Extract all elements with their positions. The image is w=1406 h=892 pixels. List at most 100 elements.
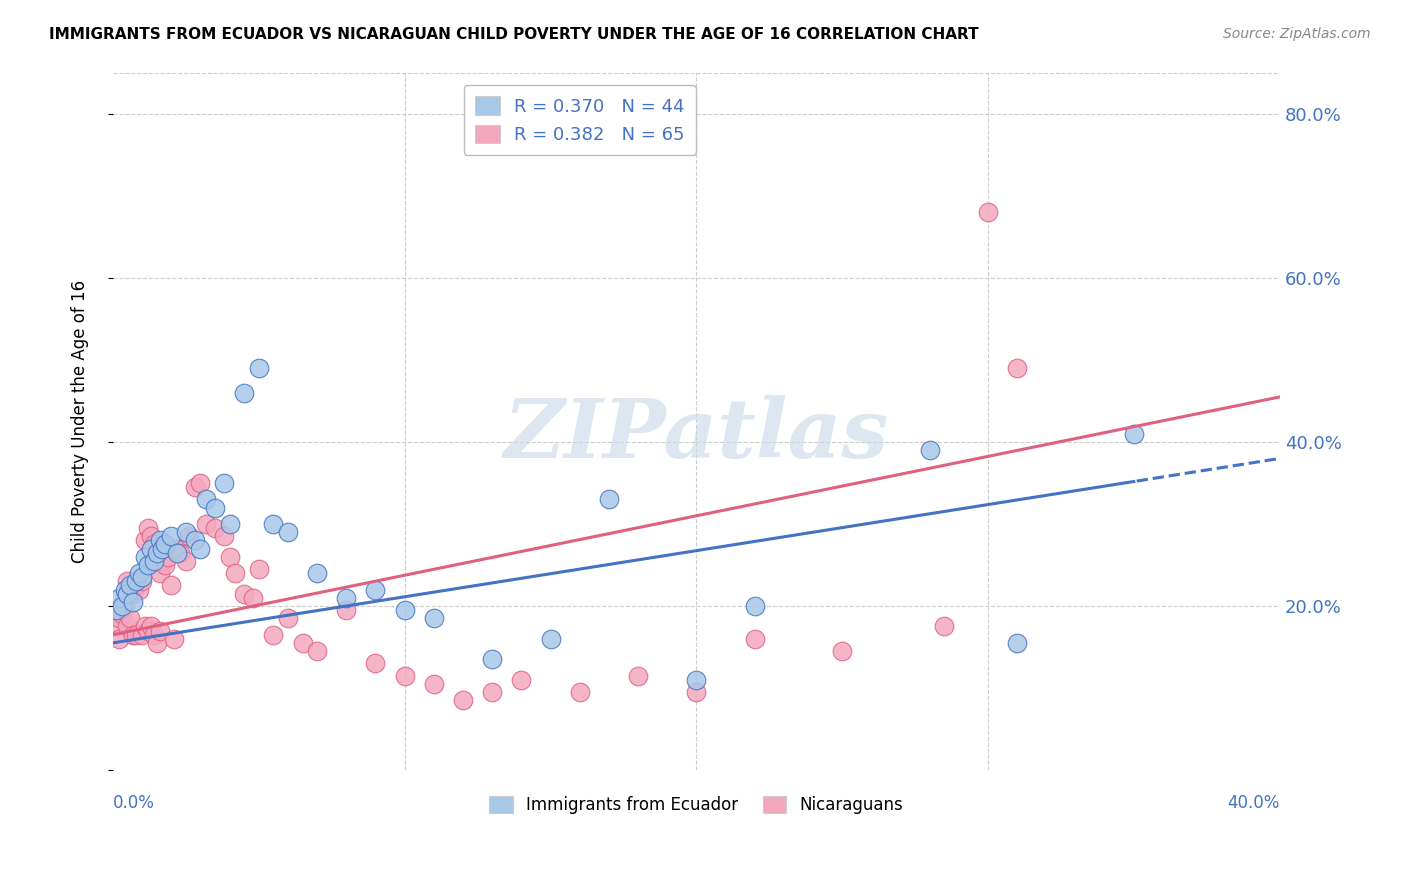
- Point: [277, 611, 299, 625]
- Point: [364, 657, 387, 671]
- Point: [212, 529, 235, 543]
- Point: [247, 562, 270, 576]
- Point: [142, 554, 165, 568]
- Point: [142, 537, 165, 551]
- Point: [977, 205, 1000, 219]
- Point: [247, 361, 270, 376]
- Point: [598, 492, 620, 507]
- Point: [262, 628, 284, 642]
- Point: [183, 480, 205, 494]
- Point: [174, 554, 197, 568]
- Point: [568, 685, 591, 699]
- Point: [204, 521, 226, 535]
- Point: [190, 541, 212, 556]
- Point: [134, 549, 156, 564]
- Point: [122, 628, 145, 642]
- Point: [195, 516, 218, 531]
- Point: [335, 603, 357, 617]
- Point: [160, 578, 183, 592]
- Point: [218, 516, 240, 531]
- Point: [685, 673, 707, 687]
- Point: [134, 619, 156, 633]
- Point: [224, 566, 246, 581]
- Point: [145, 546, 167, 560]
- Point: [627, 669, 650, 683]
- Point: [155, 558, 177, 572]
- Point: [120, 578, 142, 592]
- Legend: Immigrants from Ecuador, Nicaraguans: Immigrants from Ecuador, Nicaraguans: [479, 786, 914, 824]
- Point: [139, 541, 162, 556]
- Point: [104, 619, 127, 633]
- Point: [481, 652, 503, 666]
- Point: [1123, 426, 1146, 441]
- Point: [166, 541, 188, 556]
- Point: [233, 587, 256, 601]
- Point: [107, 611, 129, 625]
- Point: [177, 529, 200, 543]
- Point: [114, 599, 136, 613]
- Point: [136, 624, 159, 638]
- Point: [394, 603, 416, 617]
- Point: [744, 632, 766, 646]
- Point: [145, 546, 167, 560]
- Point: [423, 611, 446, 625]
- Point: [183, 533, 205, 548]
- Point: [107, 591, 129, 605]
- Point: [131, 570, 153, 584]
- Point: [364, 582, 387, 597]
- Text: Source: ZipAtlas.com: Source: ZipAtlas.com: [1223, 27, 1371, 41]
- Point: [131, 574, 153, 589]
- Point: [145, 636, 167, 650]
- Point: [160, 529, 183, 543]
- Point: [139, 529, 162, 543]
- Point: [131, 628, 153, 642]
- Point: [481, 685, 503, 699]
- Point: [394, 669, 416, 683]
- Point: [685, 685, 707, 699]
- Point: [190, 475, 212, 490]
- Point: [744, 599, 766, 613]
- Point: [204, 500, 226, 515]
- Point: [451, 693, 474, 707]
- Point: [104, 603, 127, 617]
- Point: [148, 533, 170, 548]
- Point: [169, 546, 191, 560]
- Point: [128, 582, 150, 597]
- Point: [262, 516, 284, 531]
- Point: [277, 525, 299, 540]
- Point: [117, 619, 139, 633]
- Point: [136, 521, 159, 535]
- Point: [155, 537, 177, 551]
- Point: [174, 525, 197, 540]
- Point: [1007, 361, 1029, 376]
- Point: [510, 673, 533, 687]
- Point: [128, 566, 150, 581]
- Point: [212, 475, 235, 490]
- Point: [142, 628, 165, 642]
- Point: [125, 628, 148, 642]
- Point: [110, 599, 132, 613]
- Point: [136, 558, 159, 572]
- Point: [291, 636, 314, 650]
- Point: [152, 541, 174, 556]
- Point: [233, 385, 256, 400]
- Text: 40.0%: 40.0%: [1227, 795, 1279, 813]
- Text: 0.0%: 0.0%: [112, 795, 155, 813]
- Point: [540, 632, 562, 646]
- Point: [218, 549, 240, 564]
- Point: [114, 582, 136, 597]
- Point: [831, 644, 853, 658]
- Point: [195, 492, 218, 507]
- Point: [918, 443, 941, 458]
- Point: [125, 574, 148, 589]
- Point: [934, 619, 956, 633]
- Point: [110, 607, 132, 622]
- Point: [120, 611, 142, 625]
- Point: [423, 677, 446, 691]
- Point: [163, 632, 186, 646]
- Point: [117, 587, 139, 601]
- Point: [335, 591, 357, 605]
- Point: [148, 624, 170, 638]
- Point: [157, 549, 180, 564]
- Point: [242, 591, 264, 605]
